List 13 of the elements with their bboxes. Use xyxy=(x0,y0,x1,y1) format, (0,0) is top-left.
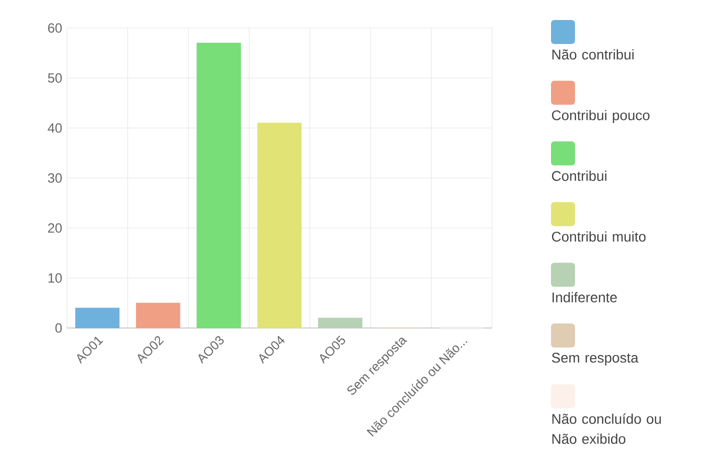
legend-label: Contribui xyxy=(552,170,606,181)
y-tick-label: 0 xyxy=(55,323,62,333)
y-tick-label: 40 xyxy=(48,123,62,133)
y-tick-label: 60 xyxy=(48,23,62,33)
legend-label: Indiferente xyxy=(552,292,617,302)
y-tick-label: 20 xyxy=(48,223,62,233)
y-tick-label: 10 xyxy=(48,273,62,283)
y-tick-label: 30 xyxy=(48,173,62,183)
legend-label: Contribui muito xyxy=(552,231,646,242)
legend-label: Não concluído ou Não exibido xyxy=(552,413,661,444)
legend-label: Contribui pouco xyxy=(552,110,650,124)
y-tick-label: 50 xyxy=(48,73,62,83)
legend-label: Não contribui xyxy=(552,49,634,60)
